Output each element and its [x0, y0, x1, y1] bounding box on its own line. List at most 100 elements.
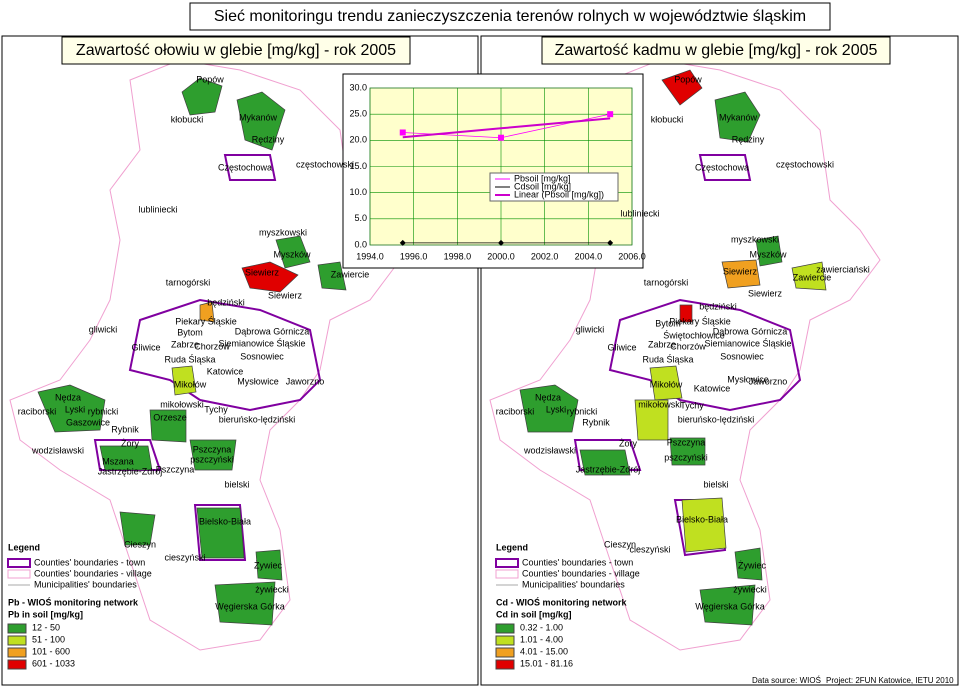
legend-class-swatch: [495, 659, 515, 670]
place-label: żywiecki: [733, 584, 767, 594]
legend-item: Counties' boundaries - village: [34, 568, 152, 578]
place-label: Rędziny: [732, 134, 765, 144]
place-label: Gaszowice: [66, 417, 110, 427]
place-label: raciborski: [18, 406, 57, 416]
place-label: Częstochowa: [218, 162, 272, 172]
place-label: Żory: [121, 438, 140, 448]
town-boundaries: [93, 154, 802, 561]
place-label: lubliniecki: [138, 204, 177, 214]
place-label: Jaworzno: [749, 376, 788, 386]
x-tick-label: 2006.0: [618, 251, 646, 261]
legend-title: Legend: [496, 542, 528, 552]
place-label: Zabrze: [171, 339, 199, 349]
place-label: Siewierz: [268, 290, 303, 300]
place-label: Bytom: [655, 318, 681, 328]
place-label: bieruńsko-lędziński: [678, 414, 755, 424]
place-label: Orzesze: [153, 412, 187, 422]
legend-swatch: [7, 569, 31, 579]
place-label: Rędziny: [252, 134, 285, 144]
point: [399, 129, 406, 136]
place-label: Częstochowa: [695, 162, 749, 172]
place-label: Bielsko-Biała: [676, 514, 728, 524]
page-title: Sieć monitoringu trendu zanieczyszczenia…: [214, 8, 806, 25]
place-label: mikołowski: [638, 399, 682, 409]
x-tick-label: 2004.0: [575, 251, 603, 261]
place-label: gliwicki: [576, 324, 605, 334]
legend-class-swatch: [7, 659, 27, 670]
place-label: Chorzów: [670, 341, 706, 351]
place-label: Ruda Śląska: [642, 353, 693, 364]
y-tick-label: 25.0: [349, 109, 367, 119]
place-label: Katowice: [694, 383, 731, 393]
map-title-box: [61, 36, 411, 65]
chart-legend: [489, 172, 619, 202]
legend-class-swatch: [7, 635, 27, 646]
x-tick-label: 1998.0: [444, 251, 472, 261]
legend-entry: Cdsoil [mg/kg]: [514, 181, 571, 191]
place-label: Mikołów: [650, 379, 683, 389]
y-tick-label: 10.0: [349, 187, 367, 197]
legend-class: 101 - 600: [32, 646, 70, 656]
legend-class: 51 - 100: [32, 634, 65, 644]
place-label: cieszyński: [629, 544, 670, 554]
place-label: cieszyński: [164, 552, 205, 562]
legend-class-swatch: [495, 635, 515, 646]
x-tick-label: 2002.0: [531, 251, 559, 261]
place-label: Węgierska Górka: [695, 601, 765, 611]
place-label: kłobucki: [171, 114, 204, 124]
y-tick-label: 0.0: [354, 239, 367, 249]
x-tick-label: 1994.0: [356, 251, 384, 261]
series-line: [402, 117, 611, 139]
y-tick-label: 30.0: [349, 82, 367, 92]
place-label: Jaworzno: [286, 376, 325, 386]
y-tick-label: 20.0: [349, 135, 367, 145]
y-tick-label: 5.0: [354, 213, 367, 223]
place-label: częstochowski: [296, 159, 354, 169]
place-label: rybnicki: [88, 406, 119, 416]
legend-item: Counties' boundaries - village: [522, 568, 640, 578]
point: [607, 111, 614, 118]
legend-entry: Pbsoil [mg/kg]: [514, 173, 571, 183]
place-label: Katowice: [207, 366, 244, 376]
place-label: Chorzów: [194, 341, 230, 351]
map-title-box: [541, 36, 891, 65]
place-label: rybnicki: [567, 406, 598, 416]
legend-item: Municipalities' boundaries: [522, 579, 625, 589]
place-label: raciborski: [496, 406, 535, 416]
place-label: Siemianowice Śląskie: [218, 337, 305, 348]
place-label: Świętochłowice: [663, 329, 725, 340]
point: [498, 239, 504, 246]
data-source: Data source: WIOŚ: [752, 676, 821, 685]
legend-swatch: [7, 558, 31, 568]
legend-class: 12 - 50: [32, 622, 60, 632]
legend-swatch: [495, 569, 519, 579]
place-label: Sosnowiec: [720, 351, 764, 361]
legend-scale-title: Pb in soil [mg/kg]: [8, 609, 83, 619]
legend-class-swatch: [7, 623, 27, 634]
place-label: pszczyński: [190, 454, 234, 464]
place-label: częstochowski: [776, 159, 834, 169]
place-label: Pszczyna: [193, 444, 232, 454]
legend-class: 1.01 - 4.00: [520, 634, 563, 644]
place-label: Bielsko-Biała: [199, 516, 251, 526]
map-title: Zawartość kadmu w glebie [mg/kg] - rok 2…: [555, 42, 878, 59]
place-label: lubliniecki: [620, 208, 659, 218]
place-label: Mykanów: [719, 112, 758, 122]
place-label: Popów: [674, 74, 702, 84]
place-label: Sosnowiec: [240, 351, 284, 361]
place-label: będziński: [207, 297, 245, 307]
legend-class-swatch: [495, 623, 515, 634]
place-label: Gliwice: [607, 342, 636, 352]
legend-swatch: [495, 558, 519, 568]
place-label: Żory: [619, 438, 638, 448]
map-title: Zawartość ołowiu w glebie [mg/kg] - rok …: [76, 42, 396, 59]
place-label: Myszków: [749, 249, 787, 259]
place-label: Lyski: [65, 404, 85, 414]
place-label: Zabrze: [648, 339, 676, 349]
point: [399, 239, 406, 246]
project: Project: 2FUN Katowice, IETU 2010: [826, 676, 954, 685]
place-label: Jastrzębie-Zdrój: [98, 466, 163, 476]
x-tick-label: 1996.0: [400, 251, 428, 261]
